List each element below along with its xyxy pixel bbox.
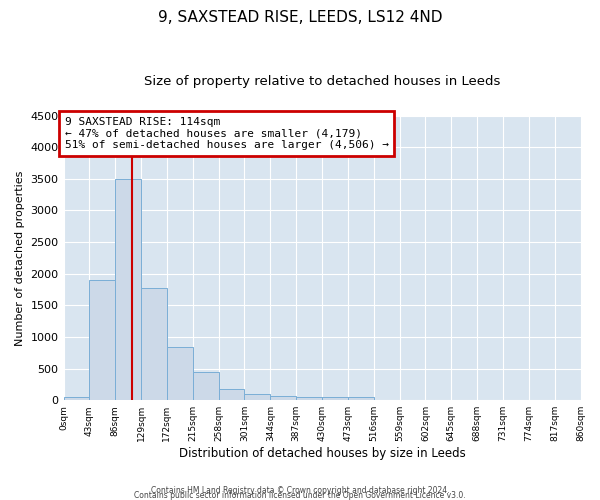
Y-axis label: Number of detached properties: Number of detached properties [15,170,25,346]
Text: Contains HM Land Registry data © Crown copyright and database right 2024.: Contains HM Land Registry data © Crown c… [151,486,449,495]
Bar [115,179,141,400]
Text: 9, SAXSTEAD RISE, LEEDS, LS12 4ND: 9, SAXSTEAD RISE, LEEDS, LS12 4ND [158,10,442,25]
Title: Size of property relative to detached houses in Leeds: Size of property relative to detached ho… [144,75,500,88]
Bar [271,396,296,400]
Bar [244,394,271,400]
Bar [167,347,193,400]
Bar [218,390,244,400]
Bar [322,397,348,400]
Text: Contains public sector information licensed under the Open Government Licence v3: Contains public sector information licen… [134,491,466,500]
Bar [89,280,115,400]
Bar [193,372,218,400]
Bar [141,288,167,400]
Bar [64,397,89,400]
Text: 9 SAXSTEAD RISE: 114sqm
← 47% of detached houses are smaller (4,179)
51% of semi: 9 SAXSTEAD RISE: 114sqm ← 47% of detache… [65,117,389,150]
Bar [348,397,374,400]
X-axis label: Distribution of detached houses by size in Leeds: Distribution of detached houses by size … [179,447,466,460]
Bar [296,397,322,400]
